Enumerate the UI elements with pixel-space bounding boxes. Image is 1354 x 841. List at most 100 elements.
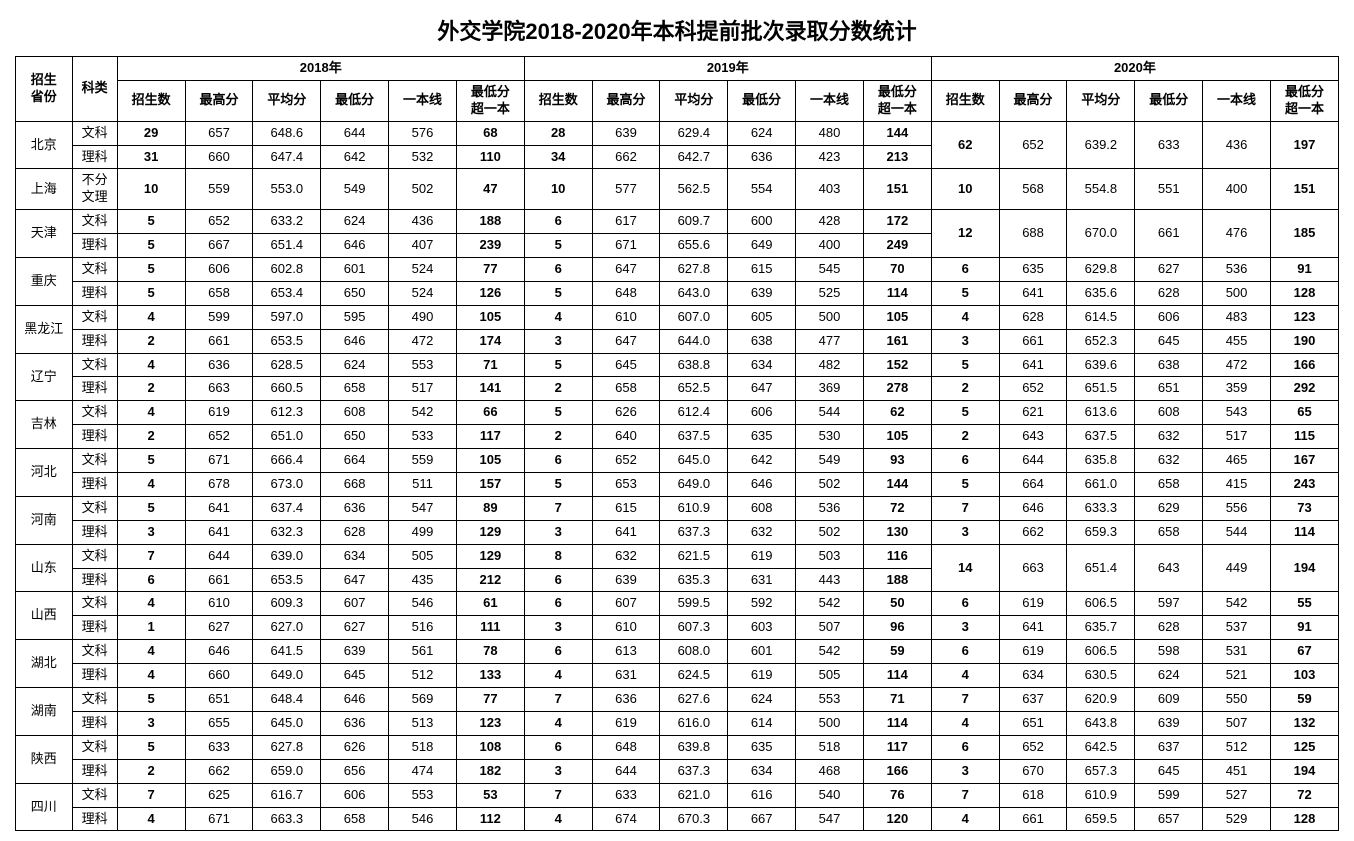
data-cell: 5 — [117, 258, 185, 282]
subject-cell: 理科 — [72, 329, 117, 353]
data-cell: 610.9 — [660, 496, 728, 520]
data-cell: 651.4 — [253, 234, 321, 258]
data-cell: 72 — [1270, 783, 1338, 807]
data-cell: 642 — [728, 449, 796, 473]
data-cell: 621.0 — [660, 783, 728, 807]
data-cell: 7 — [524, 688, 592, 712]
data-cell: 443 — [796, 568, 864, 592]
data-cell: 662 — [999, 520, 1067, 544]
data-cell: 542 — [796, 640, 864, 664]
data-cell: 3 — [931, 520, 999, 544]
data-cell: 620.9 — [1067, 688, 1135, 712]
province-cell: 天津 — [16, 210, 73, 258]
data-cell: 551 — [1135, 169, 1203, 210]
data-cell: 646 — [999, 496, 1067, 520]
data-cell: 644 — [321, 121, 389, 145]
data-cell: 633 — [1135, 121, 1203, 169]
data-cell: 428 — [796, 210, 864, 234]
data-cell: 128 — [1270, 281, 1338, 305]
data-cell: 29 — [117, 121, 185, 145]
data-cell: 78 — [456, 640, 524, 664]
subject-cell: 文科 — [72, 688, 117, 712]
data-cell: 650 — [321, 425, 389, 449]
data-cell: 599 — [1135, 783, 1203, 807]
data-cell: 477 — [796, 329, 864, 353]
data-cell: 7 — [931, 783, 999, 807]
data-cell: 619 — [728, 544, 796, 568]
data-cell: 77 — [456, 688, 524, 712]
header-col: 平均分 — [1067, 80, 1135, 121]
data-cell: 151 — [863, 169, 931, 210]
data-cell: 4 — [524, 807, 592, 831]
data-cell: 505 — [796, 664, 864, 688]
province-cell: 黑龙江 — [16, 305, 73, 353]
data-cell: 7 — [524, 496, 592, 520]
data-cell: 524 — [389, 281, 457, 305]
data-cell: 639 — [592, 568, 660, 592]
data-cell: 671 — [592, 234, 660, 258]
data-cell: 636 — [321, 496, 389, 520]
data-cell: 645 — [1135, 759, 1203, 783]
table-row: 理科2661653.56464721743647644.063847716136… — [16, 329, 1339, 353]
table-row: 重庆文科5606602.8601524776647627.86155457066… — [16, 258, 1339, 282]
data-cell: 512 — [1203, 735, 1271, 759]
data-cell: 559 — [185, 169, 253, 210]
data-cell: 606 — [185, 258, 253, 282]
data-cell: 546 — [389, 807, 457, 831]
data-cell: 606.5 — [1067, 592, 1135, 616]
data-cell: 562.5 — [660, 169, 728, 210]
data-cell: 105 — [863, 425, 931, 449]
data-cell: 96 — [863, 616, 931, 640]
data-cell: 190 — [1270, 329, 1338, 353]
data-cell: 678 — [185, 473, 253, 497]
data-cell: 639.2 — [1067, 121, 1135, 169]
subject-cell: 理科 — [72, 520, 117, 544]
data-cell: 655 — [185, 711, 253, 735]
data-cell: 657 — [1135, 807, 1203, 831]
data-cell: 517 — [389, 377, 457, 401]
subject-cell: 文科 — [72, 544, 117, 568]
data-cell: 536 — [1203, 258, 1271, 282]
data-cell: 629.4 — [660, 121, 728, 145]
data-cell: 505 — [389, 544, 457, 568]
data-cell: 637.4 — [253, 496, 321, 520]
data-cell: 194 — [1270, 544, 1338, 592]
data-cell: 182 — [456, 759, 524, 783]
header-col: 最低分超一本 — [863, 80, 931, 121]
data-cell: 111 — [456, 616, 524, 640]
data-cell: 4 — [117, 305, 185, 329]
data-cell: 613.6 — [1067, 401, 1135, 425]
data-cell: 499 — [389, 520, 457, 544]
data-cell: 642 — [321, 145, 389, 169]
data-cell: 658 — [321, 377, 389, 401]
data-cell: 624 — [321, 353, 389, 377]
table-row: 理科3655645.06365131234619616.061450011446… — [16, 711, 1339, 735]
province-cell: 山西 — [16, 592, 73, 640]
data-cell: 639 — [592, 121, 660, 145]
data-cell: 62 — [931, 121, 999, 169]
data-cell: 667 — [185, 234, 253, 258]
data-cell: 616.7 — [253, 783, 321, 807]
data-cell: 70 — [863, 258, 931, 282]
data-cell: 512 — [389, 664, 457, 688]
data-cell: 599.5 — [660, 592, 728, 616]
data-cell: 123 — [1270, 305, 1338, 329]
data-cell: 601 — [728, 640, 796, 664]
data-cell: 645 — [1135, 329, 1203, 353]
data-cell: 657.3 — [1067, 759, 1135, 783]
data-cell: 635.8 — [1067, 449, 1135, 473]
data-cell: 5 — [117, 688, 185, 712]
data-cell: 640 — [592, 425, 660, 449]
table-row: 黑龙江文科4599597.05954901054610607.060550010… — [16, 305, 1339, 329]
data-cell: 647 — [321, 568, 389, 592]
subject-cell: 文科 — [72, 258, 117, 282]
table-row: 四川文科7625616.7606553537633621.06165407676… — [16, 783, 1339, 807]
data-cell: 670 — [999, 759, 1067, 783]
data-cell: 62 — [863, 401, 931, 425]
data-cell: 651.0 — [253, 425, 321, 449]
data-cell: 123 — [456, 711, 524, 735]
data-cell: 468 — [796, 759, 864, 783]
data-cell: 658 — [185, 281, 253, 305]
table-row: 理科4678673.06685111575653649.064650214456… — [16, 473, 1339, 497]
data-cell: 2 — [524, 377, 592, 401]
